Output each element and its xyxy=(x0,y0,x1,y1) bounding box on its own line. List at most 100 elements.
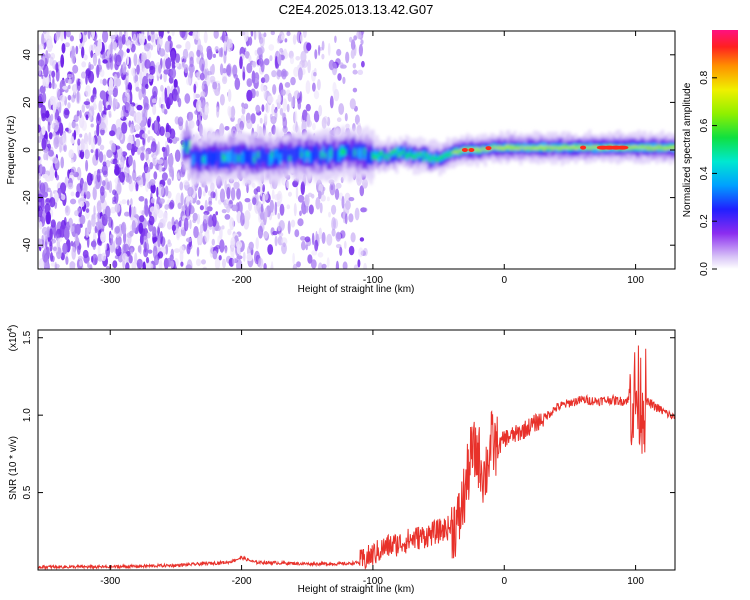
ridge-segment xyxy=(365,148,369,165)
noise-speck xyxy=(164,92,168,104)
snr-y-tick-label: 1.5 xyxy=(22,330,33,344)
ridge-segment xyxy=(641,144,645,149)
ridge-segment xyxy=(432,157,436,165)
noise-speck xyxy=(77,143,81,155)
noise-speck xyxy=(252,197,257,206)
ridge-segment xyxy=(304,150,308,163)
noise-speck xyxy=(327,42,331,56)
noise-speck xyxy=(151,98,157,104)
ridge-segment xyxy=(208,149,212,164)
ridge-segment xyxy=(570,145,574,149)
noise-speck xyxy=(196,200,201,205)
noise-speck xyxy=(125,31,128,42)
noise-speck xyxy=(159,48,166,57)
noise-speck xyxy=(349,36,353,43)
noise-speck xyxy=(127,135,132,145)
ridge-segment xyxy=(440,154,444,160)
noise-speck xyxy=(47,121,51,133)
noise-speck xyxy=(79,133,83,138)
noise-speck xyxy=(202,266,207,269)
ridge-segment xyxy=(223,154,227,162)
ridge-segment xyxy=(255,146,259,164)
noise-speck xyxy=(41,126,46,136)
ridge-segment xyxy=(227,152,231,163)
noise-speck xyxy=(41,226,49,236)
noise-speck xyxy=(154,255,159,266)
noise-speck xyxy=(279,107,284,116)
spectrogram-y-tick-label: 0 xyxy=(22,147,33,153)
noise-speck xyxy=(135,181,139,192)
noise-speck xyxy=(342,261,348,269)
noise-speck xyxy=(179,31,186,38)
ridge-segment xyxy=(478,148,481,151)
noise-speck xyxy=(102,114,106,121)
noise-speck xyxy=(164,204,170,210)
noise-speck xyxy=(221,209,227,214)
noise-speck xyxy=(269,199,274,213)
noise-speck xyxy=(211,238,215,246)
noise-speck xyxy=(222,258,226,269)
noise-speck xyxy=(200,91,206,98)
noise-speck xyxy=(239,120,244,131)
noise-speck xyxy=(53,191,59,203)
noise-speck xyxy=(38,205,43,217)
noise-speck xyxy=(210,191,216,199)
ridge-segment xyxy=(594,146,598,149)
noise-speck xyxy=(287,220,291,235)
ridge-segment xyxy=(633,146,637,151)
noise-speck xyxy=(185,237,193,243)
noise-speck xyxy=(70,159,74,164)
noise-speck xyxy=(113,85,119,95)
noise-speck xyxy=(113,73,118,88)
noise-speck xyxy=(88,109,93,122)
ridge-segment xyxy=(420,153,424,158)
colorbar-label: Normalized spectral amplitude xyxy=(682,82,693,217)
ridge-segment xyxy=(389,151,393,157)
noise-speck xyxy=(136,64,140,75)
noise-speck xyxy=(38,124,41,133)
spectrogram-y-axis-label: Frequency (Hz) xyxy=(6,116,17,185)
ridge-segment xyxy=(627,147,631,150)
noise-speck xyxy=(70,166,77,175)
noise-speck xyxy=(244,198,251,203)
noise-speck xyxy=(318,227,322,240)
noise-speck xyxy=(50,262,56,267)
noise-speck xyxy=(88,132,92,146)
noise-speck xyxy=(320,194,326,202)
noise-speck xyxy=(171,224,176,232)
noise-speck xyxy=(91,215,96,228)
ridge-segment xyxy=(357,148,361,158)
noise-speck xyxy=(304,236,311,243)
noise-speck xyxy=(336,48,342,57)
noise-speck xyxy=(77,138,81,146)
ridge-segment xyxy=(499,146,503,149)
noise-speck xyxy=(102,78,107,86)
noise-speck xyxy=(139,243,142,255)
ridge-segment xyxy=(541,145,544,149)
noise-speck xyxy=(141,108,148,120)
ridge-segment xyxy=(448,152,452,158)
noise-speck xyxy=(284,38,288,43)
ridge-segment xyxy=(478,148,481,154)
noise-speck xyxy=(263,58,270,66)
noise-speck xyxy=(212,226,216,235)
noise-speck xyxy=(86,172,93,186)
noise-speck xyxy=(143,204,149,216)
noise-speck xyxy=(135,133,140,138)
noise-speck xyxy=(335,231,342,242)
noise-speck xyxy=(114,225,120,234)
noise-speck xyxy=(199,224,204,234)
noise-speck xyxy=(52,157,59,164)
noise-speck xyxy=(232,255,235,267)
noise-speck xyxy=(71,45,75,59)
ridge-segment xyxy=(566,146,570,150)
noise-speck xyxy=(294,229,300,238)
noise-speck xyxy=(96,169,101,183)
ridge-segment xyxy=(525,146,529,150)
noise-speck xyxy=(273,194,281,201)
ridge-segment xyxy=(186,147,190,154)
noise-speck xyxy=(160,236,166,247)
ridge-segment xyxy=(188,140,192,149)
ridge-segment xyxy=(414,154,418,160)
noise-speck xyxy=(242,66,246,80)
